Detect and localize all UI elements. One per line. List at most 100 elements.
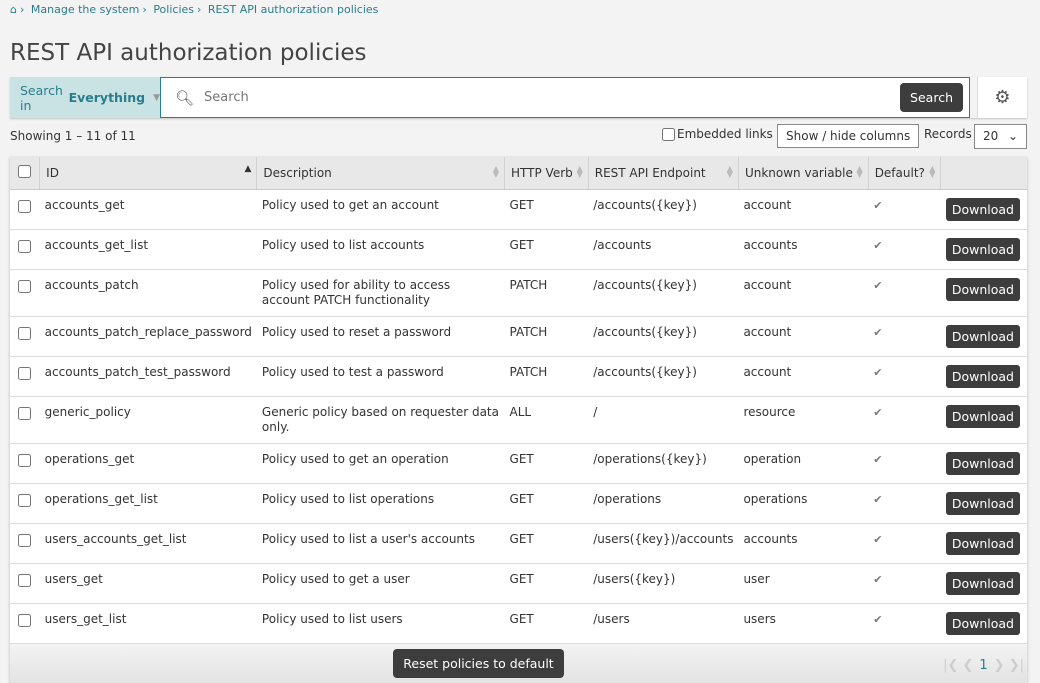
records-select[interactable]: 20 ⌄ [974, 124, 1027, 149]
col-default[interactable]: Default? ▲ ▼ [868, 157, 942, 190]
table-row[interactable]: accounts_patch_replace_password Policy u… [10, 316, 1027, 357]
first-page-icon[interactable]: |❮ [943, 658, 959, 673]
cell-variable: operation [738, 443, 869, 484]
row-checkbox[interactable] [18, 573, 31, 587]
cell-id[interactable]: accounts_get_list [39, 229, 257, 270]
table-row[interactable]: users_accounts_get_list Policy used to l… [10, 523, 1027, 564]
row-checkbox[interactable] [18, 533, 31, 547]
cell-id[interactable]: users_accounts_get_list [39, 523, 257, 564]
row-checkbox[interactable] [18, 239, 31, 253]
search-scope-dropdown[interactable]: Search in Everything ▼ [10, 77, 160, 118]
table-row[interactable]: users_get Policy used to get a user GET … [10, 563, 1027, 604]
scope-prefix: Search in [20, 82, 63, 113]
download-button[interactable]: Download [945, 404, 1020, 428]
prev-page-icon[interactable]: ❮ [962, 658, 974, 673]
embedded-links-toggle[interactable]: Embedded links [662, 127, 773, 141]
embedded-links-checkbox[interactable] [662, 127, 675, 141]
row-checkbox[interactable] [18, 453, 31, 467]
table-row[interactable]: users_get_list Policy used to list users… [10, 603, 1027, 644]
cell-verb: GET [504, 483, 589, 524]
download-button[interactable]: Download [945, 277, 1020, 301]
row-checkbox[interactable] [18, 279, 31, 293]
table-row[interactable]: accounts_patch_test_password Policy used… [10, 356, 1027, 397]
download-button[interactable]: Download [945, 571, 1020, 595]
download-button[interactable]: Download [945, 237, 1020, 261]
cell-id[interactable]: users_get [39, 563, 257, 604]
row-checkbox[interactable] [18, 613, 31, 627]
gear-icon[interactable]: ⚙ [977, 77, 1027, 118]
cell-description: Policy used to list operations [256, 483, 505, 524]
row-checkbox[interactable] [18, 366, 31, 380]
cell-endpoint: /users({key})/accounts [588, 523, 739, 564]
cell-endpoint: / [588, 396, 739, 444]
cell-id[interactable]: accounts_get [39, 189, 257, 230]
download-button[interactable]: Download [945, 531, 1020, 555]
download-button[interactable]: Download [945, 364, 1020, 388]
cell-description: Policy used to list users [256, 603, 505, 644]
cell-id[interactable]: accounts_patch [39, 269, 257, 317]
pager: |❮ ❮ 1 ❯ ❯| [943, 658, 1024, 673]
row-checkbox[interactable] [18, 406, 31, 420]
check-icon: ✔ [873, 532, 883, 546]
chevron-down-icon: ⌄ [1007, 129, 1018, 143]
cell-variable: user [738, 563, 869, 604]
cell-endpoint: /accounts [588, 229, 739, 270]
download-button[interactable]: Download [945, 491, 1020, 515]
cell-verb: ALL [504, 396, 589, 444]
policies-table: ID ▲ Description ▲ ▼ HTTP Verb ▲ ▼ REST API E… [10, 157, 1027, 683]
cell-id[interactable]: operations_get [39, 443, 257, 484]
col-endpoint[interactable]: REST API Endpoint ▲ ▼ [588, 157, 739, 190]
breadcrumb-policies[interactable]: Policies [153, 3, 194, 16]
cell-variable: operations [738, 483, 869, 524]
check-icon: ✔ [873, 492, 883, 506]
search-field: 🔍︎ Search [160, 77, 970, 118]
home-icon[interactable]: ⌂ [10, 3, 17, 16]
search-input[interactable] [202, 89, 901, 106]
cell-variable: resource [738, 396, 869, 444]
breadcrumb-current[interactable]: REST API authorization policies [207, 3, 379, 16]
download-button[interactable]: Download [945, 197, 1020, 221]
cell-variable: account [738, 269, 869, 317]
table-row[interactable]: accounts_patch Policy used for ability t… [10, 269, 1027, 317]
table-row[interactable]: operations_get_list Policy used to list … [10, 483, 1027, 524]
cell-description: Policy used to reset a password [256, 316, 505, 357]
cell-endpoint: /users({key}) [588, 563, 739, 604]
row-checkbox[interactable] [18, 493, 31, 507]
table-row[interactable]: operations_get Policy used to get an ope… [10, 443, 1027, 484]
next-page-icon[interactable]: ❯ [993, 658, 1005, 673]
show-hide-columns-button[interactable]: Show / hide columns [777, 124, 920, 148]
table-row[interactable]: accounts_get Policy used to get an accou… [10, 189, 1027, 230]
download-button[interactable]: Download [945, 611, 1020, 635]
cell-verb: GET [504, 603, 589, 644]
cell-id[interactable]: accounts_patch_replace_password [39, 316, 257, 357]
cell-description: Policy used to list accounts [256, 229, 505, 270]
download-button[interactable]: Download [945, 451, 1020, 475]
reset-policies-button[interactable]: Reset policies to default [393, 648, 564, 678]
cell-verb: GET [504, 189, 589, 230]
cell-id[interactable]: operations_get_list [39, 483, 257, 524]
search-icon: 🔍︎ [175, 88, 195, 107]
check-icon: ✔ [873, 405, 883, 419]
table-row[interactable]: generic_policy Generic policy based on r… [10, 396, 1027, 444]
cell-id[interactable]: accounts_patch_test_password [39, 356, 257, 397]
cell-description: Policy used to get a user [256, 563, 505, 604]
col-verb[interactable]: HTTP Verb ▲ ▼ [504, 157, 589, 190]
col-id[interactable]: ID ▲ [39, 157, 258, 190]
table-row[interactable]: accounts_get_list Policy used to list ac… [10, 229, 1027, 270]
row-checkbox[interactable] [18, 326, 31, 340]
cell-id[interactable]: users_get_list [39, 603, 257, 644]
page-current[interactable]: 1 [979, 658, 988, 673]
page-title: REST API authorization policies [10, 40, 367, 66]
search-button[interactable]: Search [900, 83, 963, 112]
check-icon: ✔ [873, 365, 883, 379]
embedded-links-label: Embedded links [677, 127, 773, 141]
row-checkbox[interactable] [18, 199, 31, 213]
download-button[interactable]: Download [945, 324, 1020, 348]
cell-endpoint: /accounts({key}) [588, 189, 739, 230]
col-description[interactable]: Description ▲ ▼ [256, 157, 506, 190]
last-page-icon[interactable]: ❯| [1008, 658, 1024, 673]
cell-id[interactable]: generic_policy [39, 396, 257, 444]
breadcrumb-manage[interactable]: Manage the system [30, 3, 140, 16]
select-all-checkbox[interactable] [18, 164, 31, 178]
col-variable[interactable]: Unknown variable ▲ ▼ [738, 157, 869, 190]
